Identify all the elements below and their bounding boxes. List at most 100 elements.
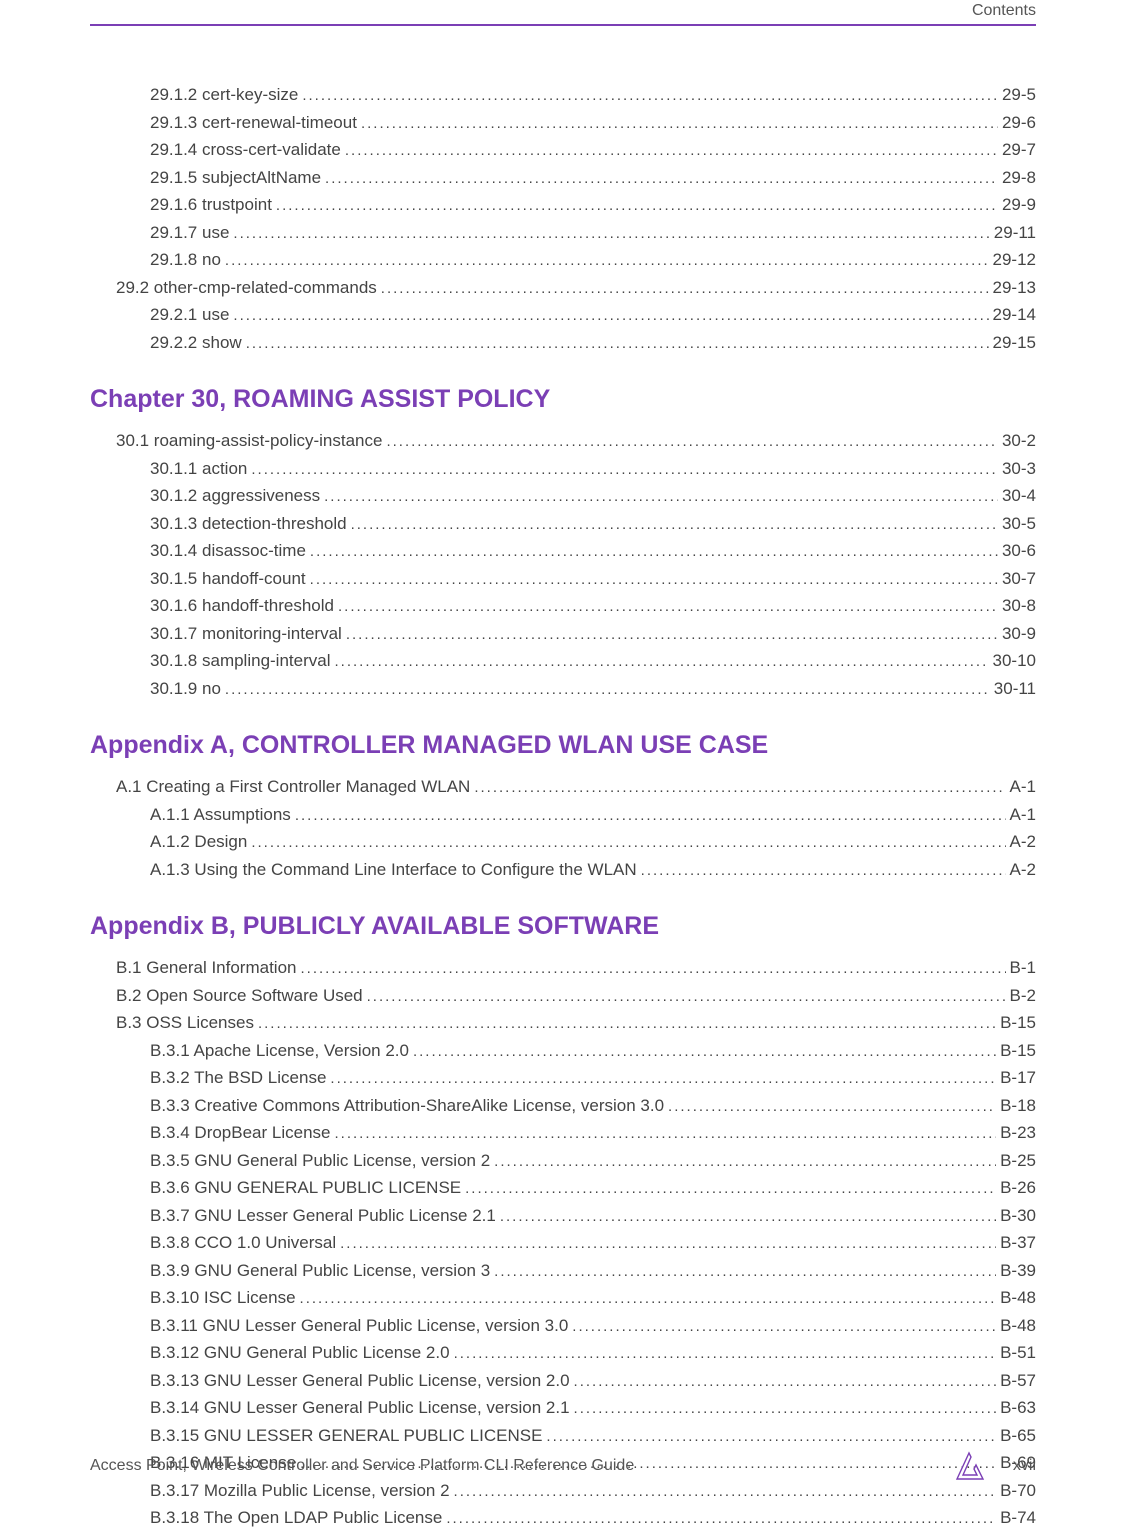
toc-entry-page: 30-10 bbox=[993, 648, 1036, 674]
toc-entry-page: B-37 bbox=[1000, 1230, 1036, 1256]
toc-leader-dots bbox=[345, 140, 998, 163]
toc-entry-label: B.3.3 Creative Commons Attribution-Share… bbox=[150, 1093, 664, 1119]
toc-entry[interactable]: 29.2.2 show 29-15 bbox=[90, 330, 1036, 356]
toc-entry-label: B.3.1 Apache License, Version 2.0 bbox=[150, 1038, 409, 1064]
toc-entry-label: 30.1.3 detection-threshold bbox=[150, 511, 347, 537]
toc-leader-dots bbox=[454, 1343, 997, 1366]
toc-entry-label: B.1 General Information bbox=[116, 955, 296, 981]
toc-entry[interactable]: A.1.1 Assumptions A-1 bbox=[90, 802, 1036, 828]
toc-entry[interactable]: 30.1.7 monitoring-interval 30-9 bbox=[90, 621, 1036, 647]
toc-leader-dots bbox=[330, 1068, 996, 1091]
toc-leader-dots bbox=[225, 250, 989, 273]
toc-entry[interactable]: 29.1.6 trustpoint 29-9 bbox=[90, 192, 1036, 218]
toc-entry[interactable]: A.1.2 Design A-2 bbox=[90, 829, 1036, 855]
toc-entry-page: 30-8 bbox=[1002, 593, 1036, 619]
toc-entry-label: 30.1 roaming-assist-policy-instance bbox=[116, 428, 382, 454]
toc-entry-label: 29.1.5 subjectAltName bbox=[150, 165, 321, 191]
toc-entry-page: 30-5 bbox=[1002, 511, 1036, 537]
toc-entry[interactable]: B.3.5 GNU General Public License, versio… bbox=[90, 1148, 1036, 1174]
toc-leader-dots bbox=[500, 1206, 996, 1229]
toc-entry[interactable]: B.3.10 ISC License B-48 bbox=[90, 1285, 1036, 1311]
toc-entry-label: B.3.12 GNU General Public License 2.0 bbox=[150, 1340, 450, 1366]
toc-entry-page: B-18 bbox=[1000, 1093, 1036, 1119]
toc-leader-dots bbox=[258, 1013, 996, 1036]
toc-entry-label: 29.2.2 show bbox=[150, 330, 242, 356]
toc-leader-dots bbox=[334, 651, 988, 674]
toc-entry-page: B-15 bbox=[1000, 1010, 1036, 1036]
toc-entry-page: 30-9 bbox=[1002, 621, 1036, 647]
chapter-heading: Appendix B, PUBLICLY AVAILABLE SOFTWARE bbox=[90, 912, 1036, 941]
toc-entry[interactable]: 29.2 other-cmp-related-commands 29-13 bbox=[90, 275, 1036, 301]
toc-entry[interactable]: 30.1.1 action 30-3 bbox=[90, 456, 1036, 482]
toc-entry[interactable]: 30.1.5 handoff-count 30-7 bbox=[90, 566, 1036, 592]
toc-entry[interactable]: B.3.9 GNU General Public License, versio… bbox=[90, 1258, 1036, 1284]
toc-entry[interactable]: 30.1.2 aggressiveness 30-4 bbox=[90, 483, 1036, 509]
toc-entry[interactable]: B.3 OSS Licenses B-15 bbox=[90, 1010, 1036, 1036]
toc-leader-dots bbox=[276, 195, 998, 218]
toc-entry[interactable]: 30.1.6 handoff-threshold 30-8 bbox=[90, 593, 1036, 619]
toc-entry[interactable]: A.1.3 Using the Command Line Interface t… bbox=[90, 857, 1036, 883]
toc-entry[interactable]: 30.1.9 no 30-11 bbox=[90, 676, 1036, 702]
toc-entry[interactable]: B.3.3 Creative Commons Attribution-Share… bbox=[90, 1093, 1036, 1119]
toc-leader-dots bbox=[474, 777, 1005, 800]
toc-entry[interactable]: 29.1.2 cert-key-size 29-5 bbox=[90, 82, 1036, 108]
toc-entry[interactable]: 30.1 roaming-assist-policy-instance 30-2 bbox=[90, 428, 1036, 454]
toc-entry-page: A-1 bbox=[1010, 774, 1036, 800]
toc-entry[interactable]: B.3.8 CCO 1.0 Universal B-37 bbox=[90, 1230, 1036, 1256]
toc-entry[interactable]: 29.1.7 use 29-11 bbox=[90, 220, 1036, 246]
toc-entry-page: B-48 bbox=[1000, 1313, 1036, 1339]
toc-entry-page: B-65 bbox=[1000, 1423, 1036, 1449]
toc-entry[interactable]: B.3.7 GNU Lesser General Public License … bbox=[90, 1203, 1036, 1229]
toc-entry[interactable]: B.1 General Information B-1 bbox=[90, 955, 1036, 981]
toc-leader-dots bbox=[233, 305, 988, 328]
toc-entry-label: 29.1.4 cross-cert-validate bbox=[150, 137, 341, 163]
toc-entry[interactable]: A.1 Creating a First Controller Managed … bbox=[90, 774, 1036, 800]
toc-leader-dots bbox=[340, 1233, 996, 1256]
toc-entry[interactable]: 30.1.8 sampling-interval 30-10 bbox=[90, 648, 1036, 674]
toc-entry-page: B-15 bbox=[1000, 1038, 1036, 1064]
toc-entry[interactable]: 30.1.3 detection-threshold 30-5 bbox=[90, 511, 1036, 537]
toc-leader-dots bbox=[300, 1288, 997, 1311]
toc-entry[interactable]: B.3.17 Mozilla Public License, version 2… bbox=[90, 1478, 1036, 1504]
toc-entry-page: 29-6 bbox=[1002, 110, 1036, 136]
toc-entry[interactable]: B.3.13 GNU Lesser General Public License… bbox=[90, 1368, 1036, 1394]
toc-entry[interactable]: B.3.2 The BSD License B-17 bbox=[90, 1065, 1036, 1091]
toc-entry[interactable]: B.3.6 GNU GENERAL PUBLIC LICENSE B-26 bbox=[90, 1175, 1036, 1201]
toc-entry-label: 30.1.1 action bbox=[150, 456, 247, 482]
toc-entry-page: 30-11 bbox=[994, 676, 1036, 702]
toc-entry[interactable]: 30.1.4 disassoc-time 30-6 bbox=[90, 538, 1036, 564]
toc-entry[interactable]: B.3.15 GNU LESSER GENERAL PUBLIC LICENSE… bbox=[90, 1423, 1036, 1449]
toc-leader-dots bbox=[574, 1398, 997, 1421]
toc-entry-label: B.2 Open Source Software Used bbox=[116, 983, 363, 1009]
chapter-heading: Appendix A, CONTROLLER MANAGED WLAN USE … bbox=[90, 731, 1036, 760]
toc-leader-dots bbox=[338, 596, 998, 619]
toc-entry-page: 29-8 bbox=[1002, 165, 1036, 191]
toc-entry[interactable]: 29.2.1 use 29-14 bbox=[90, 302, 1036, 328]
toc-entry[interactable]: B.3.14 GNU Lesser General Public License… bbox=[90, 1395, 1036, 1421]
toc-entry[interactable]: B.2 Open Source Software Used B-2 bbox=[90, 983, 1036, 1009]
toc-entry[interactable]: B.3.1 Apache License, Version 2.0 B-15 bbox=[90, 1038, 1036, 1064]
toc-entry[interactable]: B.3.18 The Open LDAP Public License B-74 bbox=[90, 1505, 1036, 1531]
toc-leader-dots bbox=[668, 1096, 996, 1119]
toc-entry-page: 30-6 bbox=[1002, 538, 1036, 564]
toc-entry-label: B.3.6 GNU GENERAL PUBLIC LICENSE bbox=[150, 1175, 461, 1201]
toc-entry[interactable]: 29.1.8 no 29-12 bbox=[90, 247, 1036, 273]
toc-entry[interactable]: 29.1.3 cert-renewal-timeout 29-6 bbox=[90, 110, 1036, 136]
toc-leader-dots bbox=[465, 1178, 996, 1201]
toc-entry-page: A-2 bbox=[1010, 829, 1036, 855]
toc-entry-page: B-1 bbox=[1010, 955, 1036, 981]
toc-entry-label: 29.2.1 use bbox=[150, 302, 229, 328]
toc-entry[interactable]: B.3.11 GNU Lesser General Public License… bbox=[90, 1313, 1036, 1339]
brand-icon bbox=[955, 1451, 985, 1481]
toc-entry-page: B-26 bbox=[1000, 1175, 1036, 1201]
toc-entry[interactable]: 29.1.4 cross-cert-validate 29-7 bbox=[90, 137, 1036, 163]
toc-entry[interactable]: B.3.12 GNU General Public License 2.0 B-… bbox=[90, 1340, 1036, 1366]
toc-entry-page: 29-11 bbox=[994, 220, 1036, 246]
toc-entry-label: 29.2 other-cmp-related-commands bbox=[116, 275, 377, 301]
toc-entry-page: B-74 bbox=[1000, 1505, 1036, 1531]
toc-entry-page: 29-14 bbox=[993, 302, 1036, 328]
toc-entry[interactable]: 29.1.5 subjectAltName 29-8 bbox=[90, 165, 1036, 191]
toc-content: 29.1.2 cert-key-size 29-529.1.3 cert-ren… bbox=[90, 0, 1036, 1531]
toc-entry[interactable]: B.3.4 DropBear License B-23 bbox=[90, 1120, 1036, 1146]
toc-leader-dots bbox=[324, 486, 998, 509]
